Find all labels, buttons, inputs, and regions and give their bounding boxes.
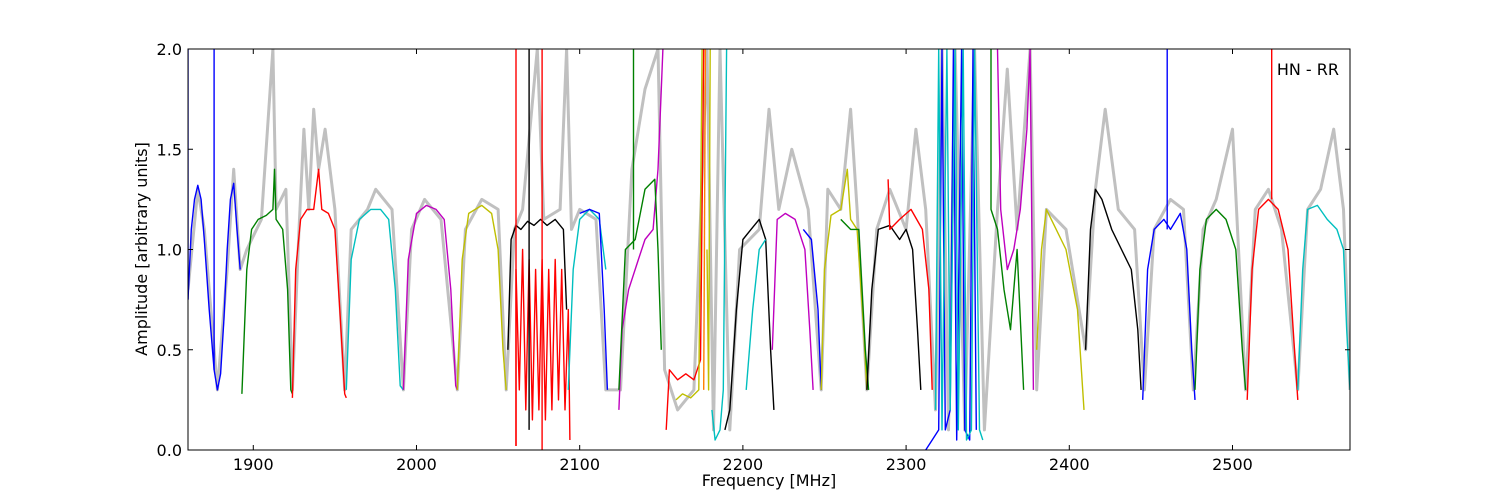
series-line-39 <box>1194 208 1247 390</box>
y-tick-label: 0.0 <box>157 441 182 460</box>
series-line-37 <box>1142 212 1196 400</box>
series-line-31 <box>925 49 977 450</box>
y-tick-label: 2.0 <box>157 40 182 59</box>
background-series <box>188 49 1350 432</box>
series-line-8 <box>507 218 568 350</box>
series-line-33 <box>990 49 1025 390</box>
series-line-16 <box>618 178 662 390</box>
series-line-29 <box>866 224 922 390</box>
series-group <box>188 49 1350 450</box>
series-line-0 <box>188 182 241 391</box>
series-line-22 <box>711 49 728 441</box>
x-tick-label: 2000 <box>396 455 437 474</box>
series-line-28 <box>840 218 870 390</box>
series-line-30 <box>887 179 933 390</box>
x-axis-title: Frequency [MHz] <box>702 471 836 490</box>
x-tick-label: 2200 <box>723 455 764 474</box>
chart-annotation: HN - RR <box>1277 60 1339 79</box>
series-line-34 <box>996 49 1035 390</box>
series-line-23 <box>724 218 775 431</box>
y-axis-title: Amplitude [arbitrary units] <box>132 142 151 356</box>
series-line-18 <box>665 49 705 430</box>
series-line-14 <box>579 208 609 390</box>
series-line-24 <box>745 239 767 390</box>
series-line-36 <box>1084 188 1142 390</box>
series-line-15 <box>618 49 664 410</box>
series-line-4 <box>291 168 347 399</box>
series-line-32 <box>934 49 984 441</box>
x-tick-label: 1900 <box>233 455 274 474</box>
x-tick-label: 2300 <box>886 455 927 474</box>
series-line-40 <box>1246 198 1299 400</box>
series-line-19 <box>675 49 703 401</box>
series-line-5 <box>345 208 404 391</box>
background-series-line <box>188 49 1350 432</box>
series-line-3 <box>241 168 294 395</box>
y-tick-label: 0.5 <box>157 341 182 360</box>
series-line-21 <box>706 49 711 391</box>
series-line-6 <box>402 204 458 391</box>
series-line-27 <box>820 168 868 390</box>
series-line-42 <box>1297 204 1350 390</box>
y-tick-label: 1.0 <box>157 241 182 260</box>
series-line-35 <box>1036 208 1085 410</box>
series-line-26 <box>802 228 822 390</box>
series-line-25 <box>771 212 814 390</box>
series-line-7 <box>456 204 507 390</box>
series-line-20 <box>703 49 707 390</box>
x-tick-label: 2400 <box>1049 455 1090 474</box>
y-tick-label: 1.5 <box>157 140 182 159</box>
x-tick-label: 2100 <box>559 455 600 474</box>
x-axis: 1900 2000 2100 2200 2300 2400 2500 <box>233 49 1253 474</box>
x-tick-label: 2500 <box>1212 455 1253 474</box>
y-axis: 0.0 0.5 1.0 1.5 2.0 <box>157 40 1350 460</box>
